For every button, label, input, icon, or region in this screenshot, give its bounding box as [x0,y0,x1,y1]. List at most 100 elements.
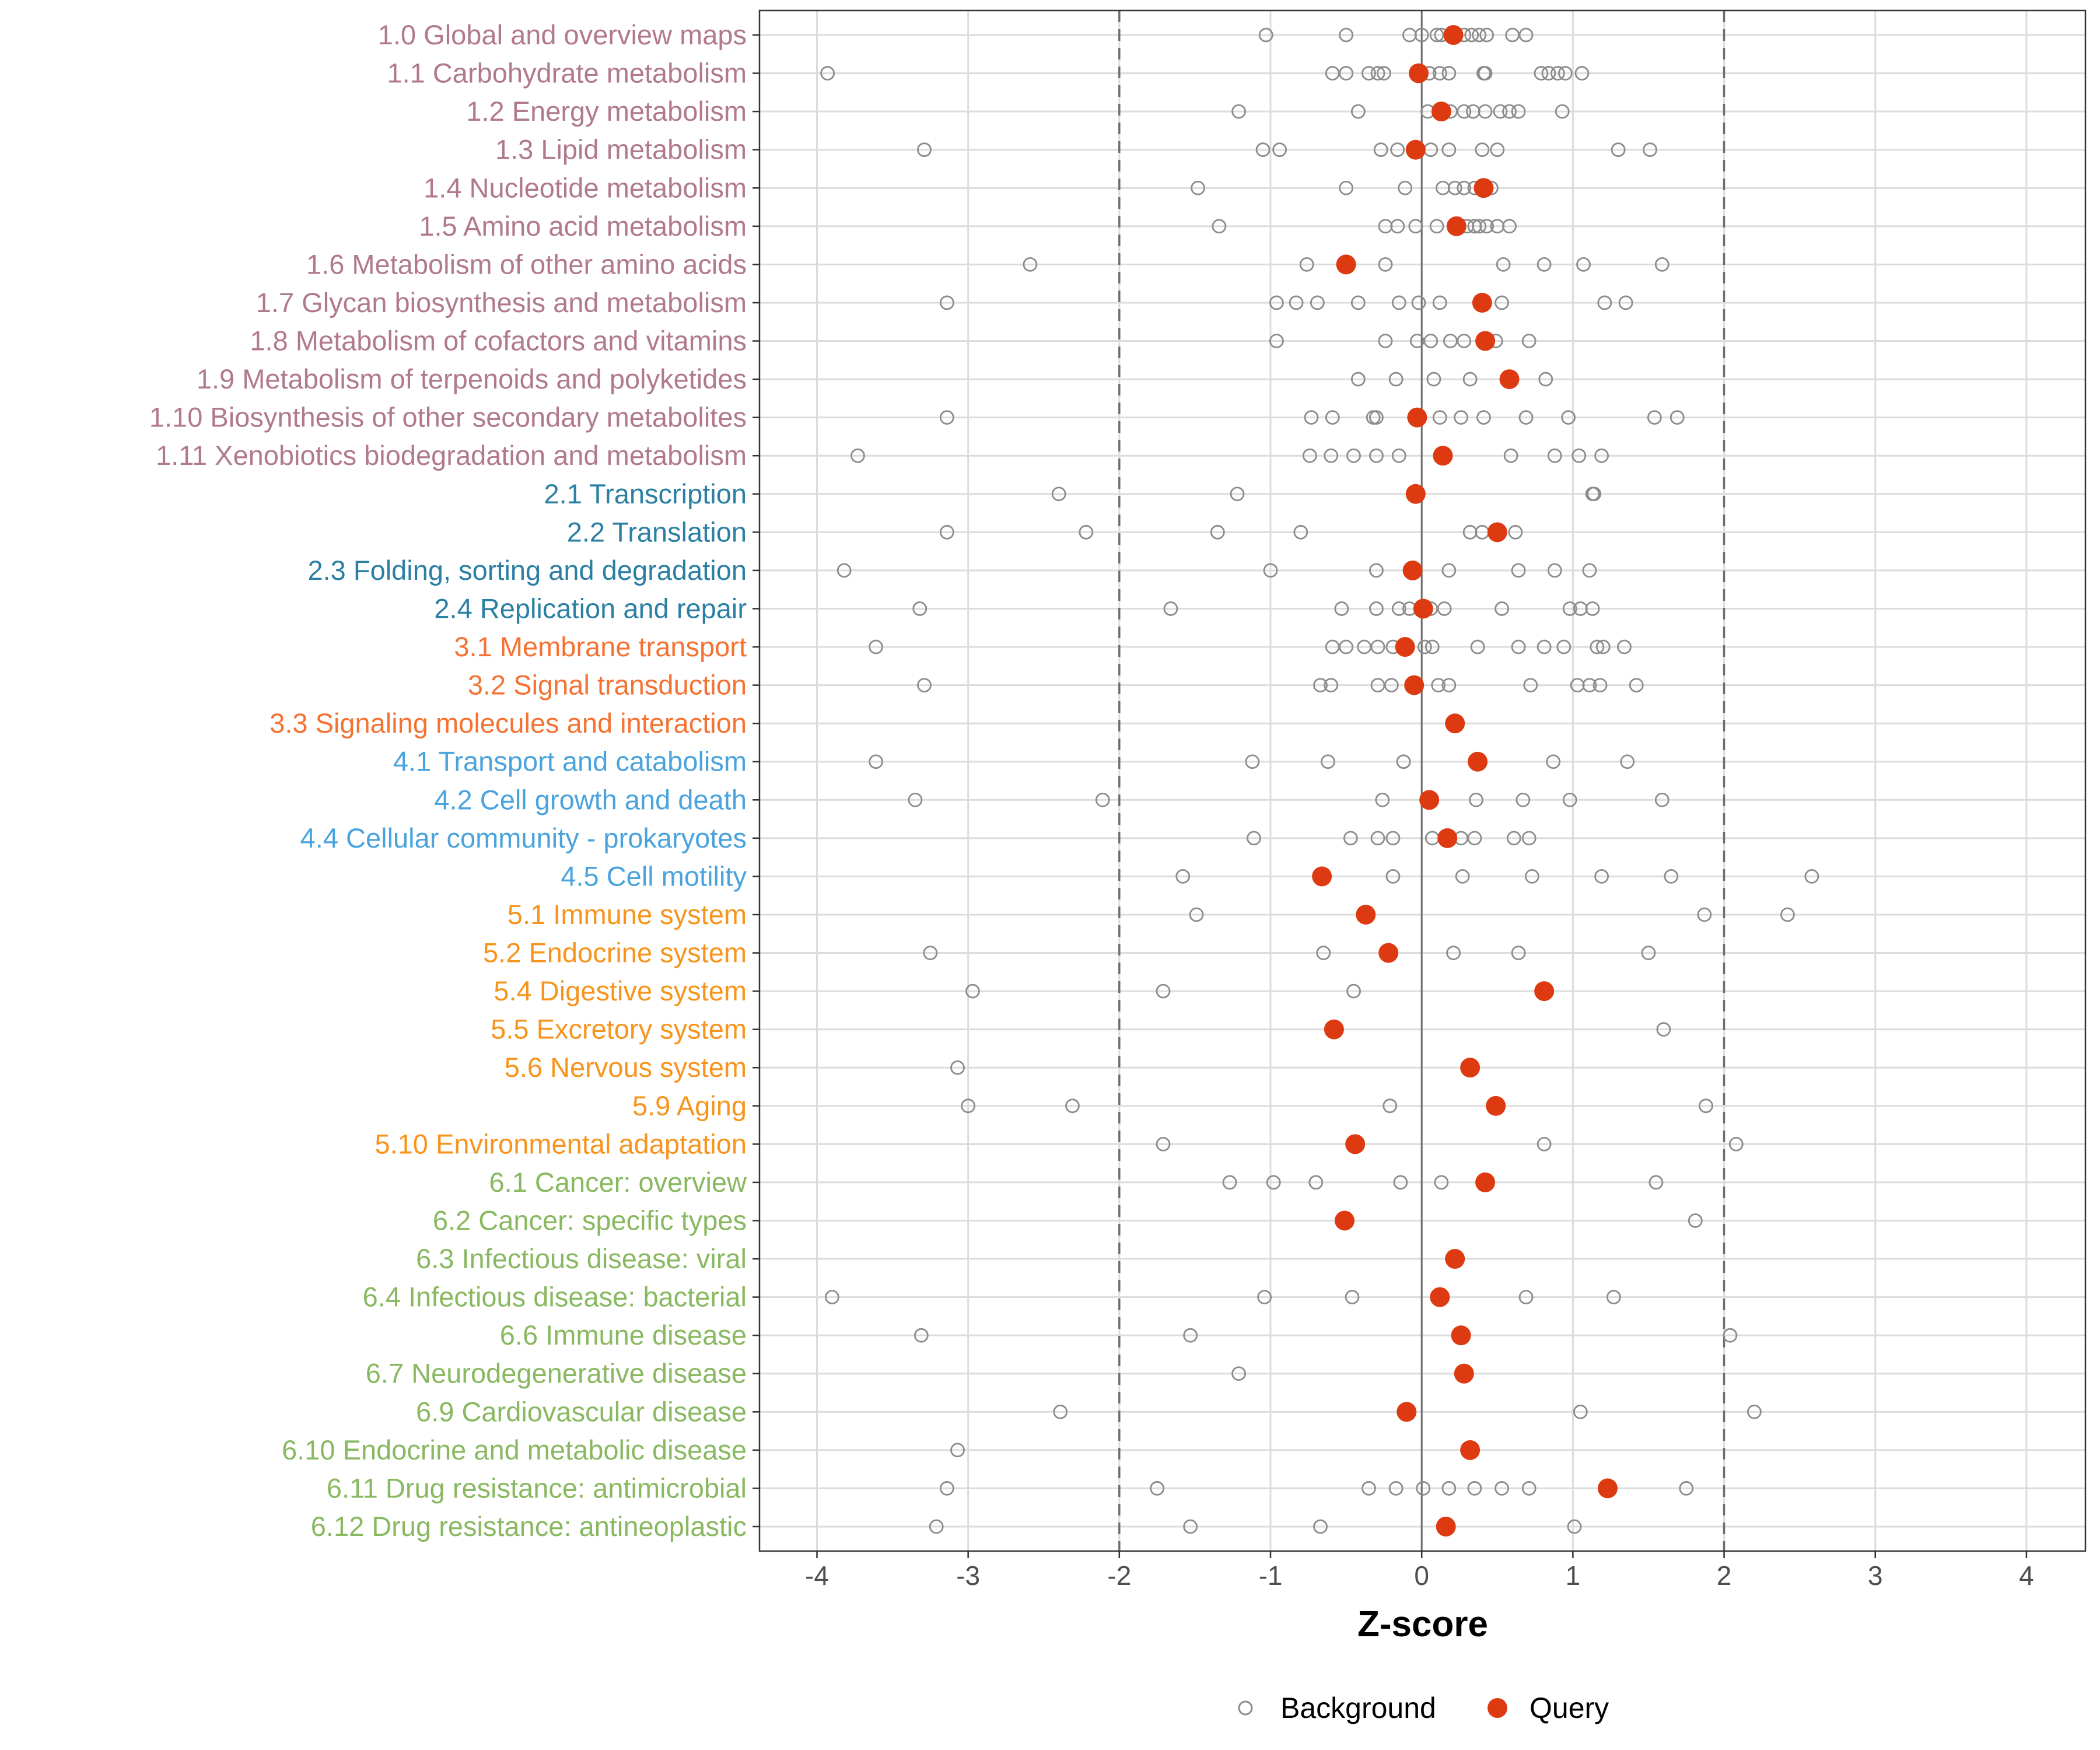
query-point [1395,637,1415,657]
query-point [1468,751,1488,772]
category-label: 1.5 Amino acid metabolism [419,211,747,242]
background-point [1511,946,1526,960]
background-point [1434,1175,1449,1190]
background-point [1536,639,1552,654]
background-point [1222,1175,1237,1190]
category-label: 6.9 Cardiovascular disease [416,1396,747,1427]
background-point [825,1290,839,1305]
query-point [1472,292,1492,313]
background-point [1521,1481,1536,1496]
category-label: 6.3 Infectious disease: viral [416,1243,747,1274]
background-point [1231,104,1246,119]
legend: Background Query [1238,1692,1609,1724]
background-point [1494,295,1509,310]
background-point [1455,869,1470,884]
category-label: 6.10 Endocrine and metabolic disease [282,1434,747,1465]
background-point [1723,1328,1738,1343]
background-point [1334,601,1349,616]
x-tick-label: 4 [2019,1560,2034,1591]
background-point [1617,639,1632,654]
background-point [1567,1519,1582,1534]
background-point [1293,524,1308,540]
background-point [950,1060,965,1075]
background-point [1345,1290,1360,1305]
background-point [1245,754,1260,769]
background-point [1556,639,1572,654]
background-point [1538,372,1553,387]
background-point [1643,142,1657,158]
category-label: 2.2 Translation [567,516,747,547]
background-point [1370,66,1385,80]
query-point [1405,484,1426,504]
query-point [1430,1287,1450,1307]
category-label: 1.10 Biosynthesis of other secondary met… [149,402,747,433]
query-point [1378,943,1399,963]
background-point [1648,1175,1664,1190]
background-point [1470,639,1485,654]
background-point [1385,869,1401,884]
category-label: 6.6 Immune disease [500,1320,747,1350]
query-point [1404,675,1424,695]
background-point [1350,104,1366,119]
background-point [1618,295,1633,310]
category-label: 2.4 Replication and repair [434,593,747,624]
background-point [1670,410,1685,425]
background-point [939,295,954,310]
background-point [1587,487,1602,502]
query-point [1324,1019,1344,1040]
background-point [1446,946,1461,960]
background-point [1541,66,1556,80]
query-point [1356,904,1376,925]
background-point [1590,639,1605,654]
category-label: 3.3 Signaling molecules and interaction [270,708,747,738]
background-point [1479,219,1494,234]
background-point [1369,601,1384,616]
background-point [1679,1481,1694,1496]
background-point [1391,295,1406,310]
background-point [1411,295,1426,310]
background-point [1478,66,1493,80]
query-point [1436,1517,1456,1536]
background-point [1503,448,1518,463]
background-point [929,1519,944,1534]
background-point [1370,831,1385,846]
query-point [1405,139,1426,160]
background-point [1429,27,1444,43]
query-point [1419,790,1440,810]
background-point [1573,1404,1588,1419]
category-label: 4.1 Transport and catabolism [393,746,747,777]
background-point [1212,219,1227,234]
background-point [1467,831,1482,846]
background-point [1629,678,1644,692]
x-tick-label: -1 [1259,1560,1283,1591]
background-point [1230,487,1245,502]
query-point [1454,1363,1474,1384]
background-point [1558,66,1573,80]
background-point [1163,601,1178,616]
panel-border [758,9,2087,1552]
category-label: 5.2 Endocrine system [483,937,747,968]
background-point [1269,295,1284,310]
background-point [1373,142,1388,158]
background-point [923,946,938,960]
background-point [1299,257,1314,272]
background-point [1494,1481,1509,1496]
background-point [912,601,928,616]
category-label: 2.1 Transcription [544,478,747,509]
background-point [1576,257,1591,272]
background-point [1370,639,1385,654]
background-point [939,1481,954,1496]
background-point [1339,66,1354,80]
category-label: 4.4 Cellular community - prokaryotes [300,822,747,853]
query-point [1475,331,1496,351]
background-point [1378,257,1393,272]
background-point [1547,448,1562,463]
query-point [1445,1249,1465,1269]
background-point [1479,27,1494,43]
background-point [1611,142,1626,158]
background-point [965,984,980,999]
background-point [1506,831,1521,846]
category-label: 6.11 Drug resistance: antimicrobial [327,1472,747,1503]
query-point [1437,828,1458,848]
